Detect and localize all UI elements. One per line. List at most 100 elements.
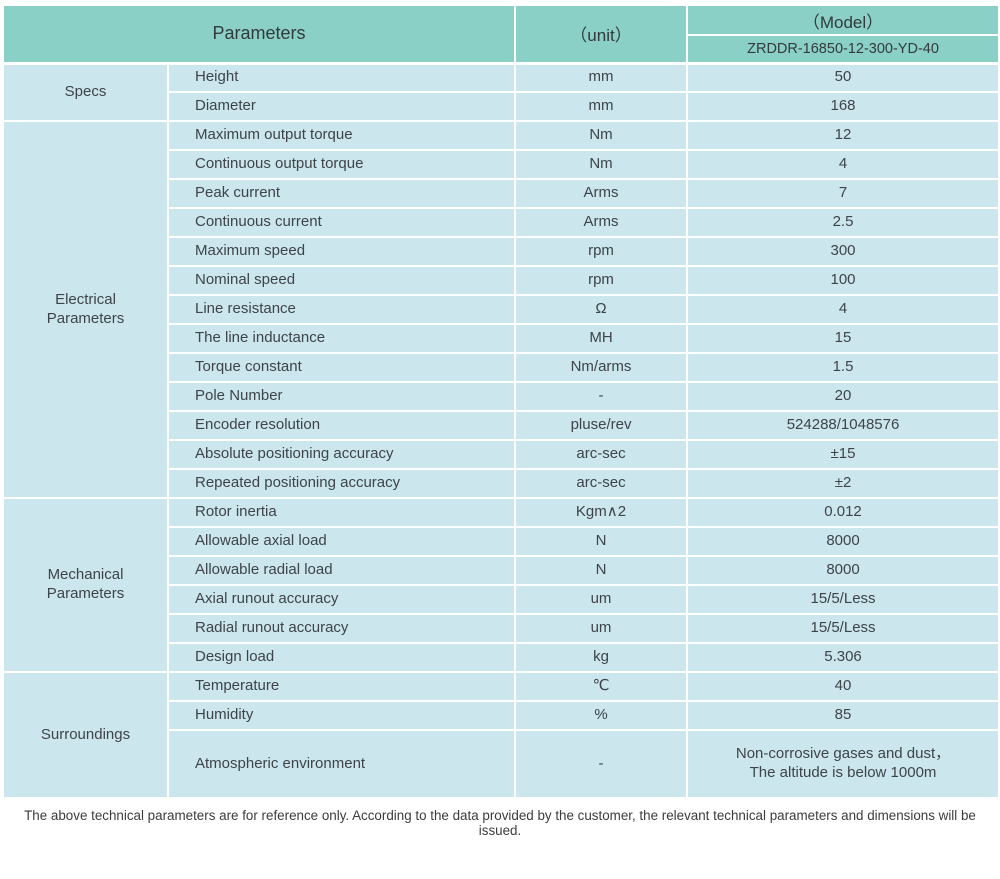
table-row: Encoder resolution pluse/rev 524288/104857… [3,410,1000,441]
table-row: Peak current Arms 7 [3,178,1000,209]
unit-cell: Nm/arms [514,352,689,383]
param-cell: Rotor inertia [166,497,517,528]
value-cell: 5.306 [686,642,1000,673]
value-cell: 4 [686,294,1000,325]
table-row: Continuous current Arms 2.5 [3,207,1000,238]
unit-cell: N [514,526,689,557]
unit-cell: mm [514,91,689,122]
unit-cell: rpm [514,236,689,267]
table-row: Repeated positioning accuracy arc-sec ±2 [3,468,1000,499]
unit-cell: kg [514,642,689,673]
group-label: Mechanical Parameters [2,497,169,673]
unit-cell: Arms [514,207,689,238]
table-row: Surroundings Temperature ℃ 40 [2,671,1000,799]
table-row: Line resistance Ω 4 [3,294,1000,325]
value-cell: 8000 [686,555,1000,586]
param-cell: Torque constant [166,352,517,383]
parameters-column-header: Parameters [1,4,517,64]
table-row: Continuous output torque Nm 4 [3,149,1000,180]
table-row: Pole Number -20 [3,381,1000,412]
footer-note: The above technical parameters are for r… [24,808,976,838]
param-cell: Allowable axial load [166,526,517,557]
table-row: Allowable axial load N 8000 [3,526,1000,557]
value-cell: Non-corrosive gases and dust， The altitu… [686,729,1000,799]
unit-column-header: （unit） [514,4,689,64]
param-cell: Height [166,62,517,93]
table-row: Radial runout accuracy um 15/5/Less [3,613,1000,644]
table-row: Design load kg 5.306 [3,642,1000,673]
unit-cell: Nm [514,149,689,180]
unit-cell: arc-sec [514,439,689,470]
value-cell: 8000 [686,526,1000,557]
param-cell: Peak current [166,178,517,209]
table-header: Parameters （unit） （Model） ZRDDR-16850-12… [1,4,1000,64]
param-cell: The line inductance [166,323,517,354]
unit-cell: pluse/rev [514,410,689,441]
unit-cell: um [514,613,689,644]
unit-cell: um [514,584,689,615]
param-cell: Continuous current [166,207,517,238]
table-row: Maximum speed rpm 300 [3,236,1000,267]
value-cell: 300 [686,236,1000,267]
unit-cell: Nm [514,120,689,151]
value-cell: 40 [686,671,1000,702]
param-cell: Nominal speed [166,265,517,296]
value-cell: 50 [686,62,1000,93]
group-label: Electrical Parameters [2,120,169,499]
unit-cell: rpm [514,265,689,296]
table-row: Specs Height mm 50 [2,62,1000,122]
value-cell: 7 [686,178,1000,209]
group-label: Specs [2,62,169,122]
unit-cell: % [514,700,689,731]
param-cell: Maximum output torque [166,120,517,151]
table-row: Electrical Parameters Maximum output torq… [2,120,1000,499]
value-cell: ±15 [686,439,1000,470]
param-cell: Atmospheric environment [166,729,517,799]
value-cell: 524288/1048576 [686,410,1000,441]
param-cell: Design load [166,642,517,673]
param-cell: Diameter [166,91,517,122]
table-row: Torque constant Nm/arms 1.5 [3,352,1000,383]
value-cell: ±2 [686,468,1000,499]
table-body: Specs Height mm 50 Diameter mm 168 Electrical P… [2,62,1000,799]
value-cell: 15 [686,323,1000,354]
unit-cell: Kgm∧2 [514,497,689,528]
table-row: Diameter mm 168 [3,91,1000,122]
table-row: Nominal speed rpm 100 [3,265,1000,296]
value-cell: 15/5/Less [686,584,1000,615]
model-column-header: （Model） [686,4,1000,36]
table-row: Mechanical Parameters Rotor inertia Kgm∧2 0… [2,497,1000,673]
unit-cell: - [514,729,689,799]
param-cell: Continuous output torque [166,149,517,180]
param-cell: Allowable radial load [166,555,517,586]
unit-cell: N [514,555,689,586]
table-row: Absolute positioning accuracy arc-sec ±15 [3,439,1000,470]
value-cell: 12 [686,120,1000,151]
unit-cell: arc-sec [514,468,689,499]
value-cell: 4 [686,149,1000,180]
value-cell: 100 [686,265,1000,296]
value-cell: 0.012 [686,497,1000,528]
param-cell: Axial runout accuracy [166,584,517,615]
table-row: The line inductance MH 15 [3,323,1000,354]
param-cell: Pole Number [166,381,517,412]
param-cell: Temperature [166,671,517,702]
table-row: Humidity% 85 [3,700,1000,731]
param-cell: Encoder resolution [166,410,517,441]
param-cell: Repeated positioning accuracy [166,468,517,499]
param-cell: Humidity [166,700,517,731]
group-label: Surroundings [2,671,169,799]
value-cell: 2.5 [686,207,1000,238]
header-row: ZRDDR-16850-12-300-YD-40 [3,34,1000,64]
table-row: Allowable radial load N 8000 [3,555,1000,586]
value-cell: 20 [686,381,1000,412]
header-row: Parameters （unit） （Model） [1,4,1000,64]
table-row: Axial runout accuracy um 15/5/Less [3,584,1000,615]
value-cell: 85 [686,700,1000,731]
model-number: ZRDDR-16850-12-300-YD-40 [686,34,1000,64]
param-cell: Absolute positioning accuracy [166,439,517,470]
unit-cell: ℃ [514,671,689,702]
unit-cell: Ω [514,294,689,325]
param-cell: Radial runout accuracy [166,613,517,644]
